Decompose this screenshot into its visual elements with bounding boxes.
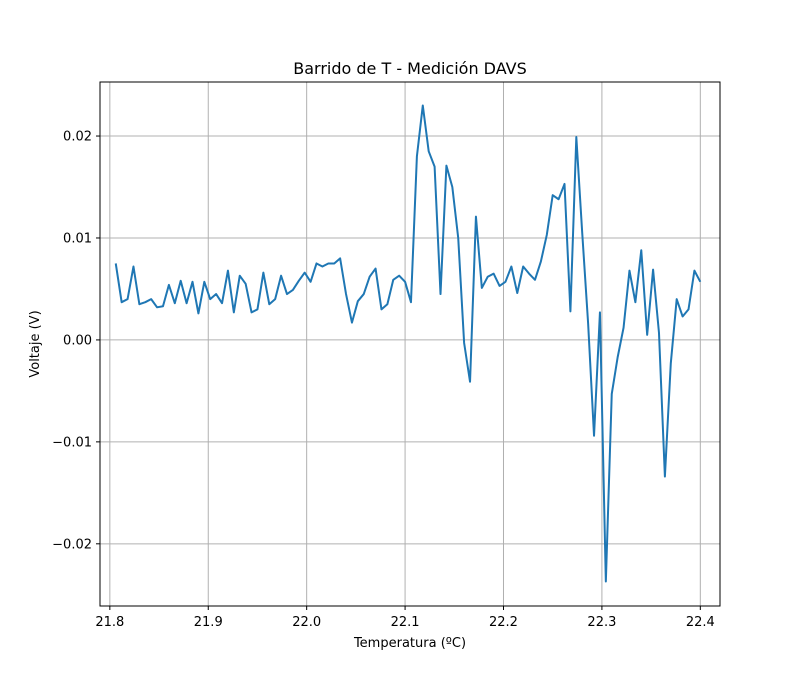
plot-frame: [99, 81, 721, 607]
x-tick-label: 21.8: [95, 615, 124, 630]
series-layer: [114, 104, 702, 583]
series-line-0: [114, 104, 702, 583]
x-tick-label: 22.3: [587, 615, 616, 630]
x-tick-label: 22.4: [686, 615, 715, 630]
x-axis-label: Temperatura (ºC): [353, 636, 466, 651]
y-tick-label: 0.02: [63, 130, 92, 145]
x-tick-label: 21.9: [194, 615, 223, 630]
axis-ticks: 21.8 21.9 22.0 22.1 22.2 22.3 22.4 −0.02 −0.01 0.…: [52, 130, 715, 630]
y-tick-label: −0.02: [52, 537, 92, 552]
grid: [100, 82, 720, 606]
y-tick-label: 0.00: [63, 333, 92, 348]
y-tick-label: −0.01: [52, 435, 92, 450]
x-tick-label: 22.1: [391, 615, 420, 630]
x-tick-label: 22.0: [292, 615, 321, 630]
y-axis-label: Voltaje (V): [28, 310, 43, 377]
y-tick-label: 0.01: [63, 231, 92, 246]
x-tick-label: 22.2: [489, 615, 518, 630]
chart-title: Barrido de T - Medición DAVS: [293, 59, 527, 78]
